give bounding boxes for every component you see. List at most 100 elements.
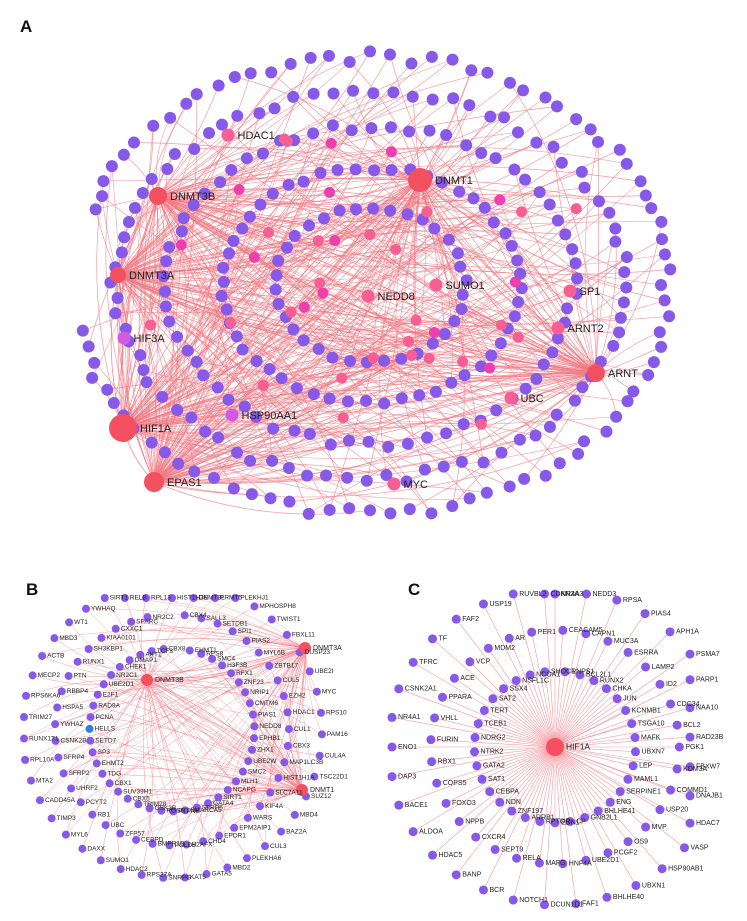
network-edge	[554, 630, 564, 748]
protein-node	[449, 673, 459, 683]
node-label-dnmt3a: DNMT3A	[129, 270, 175, 282]
network-edge	[157, 61, 350, 197]
protein-node	[231, 594, 240, 602]
node-label-smarca5: SMARCA5	[190, 807, 222, 814]
protein-node	[634, 175, 647, 188]
node-label-rgs6: RGS6	[166, 807, 184, 814]
network-edge	[145, 597, 306, 649]
node-hif1a	[109, 414, 137, 442]
network-edge	[146, 679, 282, 832]
protein-node	[282, 461, 295, 474]
protein-node	[256, 147, 269, 160]
protein-node	[384, 204, 397, 217]
node-label-cbx3: CBX3	[293, 743, 310, 750]
node-dnmt3a	[110, 267, 126, 283]
protein-node	[208, 654, 217, 663]
protein-node	[223, 863, 232, 872]
node-label-bcl2l1: BCL2L1	[586, 672, 611, 679]
protein-node	[390, 243, 402, 255]
protein-node	[244, 67, 257, 80]
protein-node	[360, 474, 373, 487]
network-edge	[109, 783, 303, 796]
node-label-bace1: BACE1	[405, 802, 428, 809]
protein-node	[617, 296, 630, 309]
protein-node	[623, 647, 633, 657]
network-edge	[122, 181, 304, 429]
protein-node	[478, 599, 488, 609]
protein-node	[326, 119, 339, 132]
protein-node	[349, 163, 362, 176]
protein-node	[347, 84, 360, 97]
protein-node	[111, 291, 124, 304]
node-label-ehmt1: EHMT1	[195, 647, 217, 654]
network-edge	[117, 221, 662, 276]
protein-node	[107, 397, 120, 410]
node-myc	[387, 477, 401, 491]
protein-node	[116, 865, 125, 874]
protein-node	[446, 499, 459, 512]
network-edge	[544, 593, 556, 748]
protein-node	[518, 472, 531, 485]
node-label-hells: HELLS	[95, 726, 116, 733]
protein-node	[571, 272, 584, 285]
protein-node	[589, 676, 599, 686]
protein-node	[51, 720, 60, 729]
protein-node	[283, 741, 292, 750]
protein-node	[380, 469, 393, 482]
protein-node	[580, 813, 590, 823]
protein-node	[274, 773, 283, 782]
network-edge	[391, 717, 556, 748]
protein-node	[171, 404, 184, 417]
network-edge	[122, 222, 494, 429]
node-label-muc3a: MUC3A	[614, 638, 639, 645]
network-edge	[146, 679, 186, 878]
node-label-sat1: SAT1	[488, 776, 505, 783]
protein-node	[215, 831, 224, 840]
protein-node	[243, 813, 252, 822]
network-edge	[117, 125, 154, 276]
protein-node	[572, 447, 585, 460]
protein-node	[297, 334, 310, 347]
protein-node	[410, 314, 422, 326]
network-edge	[122, 427, 350, 509]
protein-node	[655, 805, 665, 815]
node-label-per1: PER1	[538, 629, 556, 636]
protein-node	[302, 507, 315, 520]
protein-node	[480, 486, 493, 499]
network-edge	[146, 679, 266, 847]
protein-node	[457, 356, 469, 368]
protein-node	[672, 720, 682, 730]
network-edge	[554, 653, 691, 748]
network-edge	[101, 637, 303, 791]
protein-node	[421, 431, 434, 444]
network-edge	[141, 679, 154, 875]
protein-node	[344, 355, 357, 368]
protein-node	[244, 757, 253, 766]
protein-node	[672, 764, 682, 774]
node-label-pias4: PIAS4	[651, 610, 671, 617]
protein-node	[317, 730, 326, 739]
protein-node	[268, 102, 281, 115]
node-label-rfx1: RFX1	[236, 670, 253, 677]
network-edge	[496, 372, 597, 411]
protein-node	[123, 794, 132, 803]
protein-node	[539, 91, 552, 104]
protein-node	[609, 222, 622, 235]
network-edge	[554, 736, 691, 748]
network-edge	[32, 675, 148, 686]
network-edge	[488, 648, 556, 748]
node-label-sfrp2: SFRP2	[69, 770, 90, 777]
protein-node	[558, 625, 568, 635]
network-edge	[117, 274, 519, 338]
protein-node	[231, 109, 244, 122]
network-edge	[120, 647, 306, 870]
protein-node	[543, 420, 556, 433]
node-label-mbd3: MBD3	[59, 635, 77, 642]
network-edge	[117, 249, 396, 276]
protein-node	[642, 368, 655, 381]
protein-node	[227, 669, 236, 678]
node-label-plekha6: PLEKHA6	[252, 855, 282, 862]
protein-node	[192, 803, 201, 812]
node-label-dusp23: DUSP23	[305, 649, 331, 656]
node-label-timp3: TIMP3	[57, 815, 77, 822]
